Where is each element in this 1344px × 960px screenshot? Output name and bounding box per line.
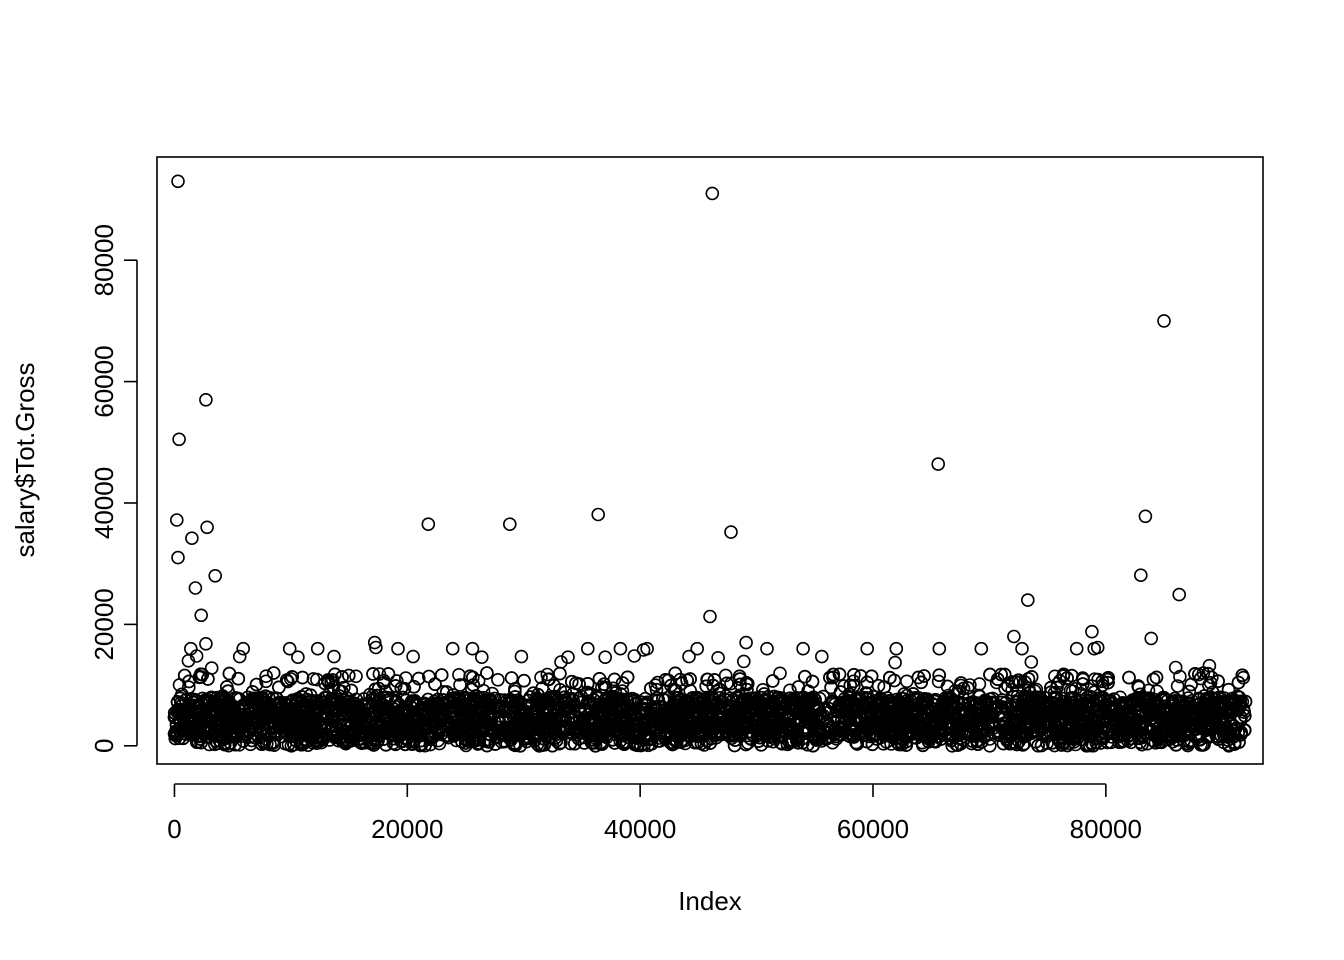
data-point xyxy=(458,731,473,746)
data-point xyxy=(182,680,196,695)
data-point xyxy=(1135,737,1149,752)
data-point xyxy=(231,671,246,686)
data-point xyxy=(411,671,426,686)
data-point xyxy=(1231,675,1246,690)
data-point xyxy=(1146,672,1161,687)
data-point xyxy=(847,667,861,682)
data-point xyxy=(1086,738,1100,753)
data-point xyxy=(733,672,747,686)
data-point xyxy=(413,738,427,753)
data-point xyxy=(259,669,273,684)
data-point xyxy=(1024,670,1039,684)
data-point xyxy=(1044,680,1058,695)
data-point xyxy=(453,678,467,692)
data-point xyxy=(1170,679,1185,693)
data-point xyxy=(833,685,848,699)
data-point xyxy=(996,736,1011,751)
data-point xyxy=(534,670,548,685)
data-point xyxy=(563,736,578,751)
data-points xyxy=(167,174,1253,753)
data-point xyxy=(1011,673,1026,688)
data-point xyxy=(372,667,387,681)
data-point xyxy=(773,666,787,681)
data-point xyxy=(222,666,237,681)
data-point xyxy=(956,733,971,748)
data-point xyxy=(341,668,356,683)
data-point xyxy=(349,669,363,684)
data-point xyxy=(259,674,273,689)
data-point xyxy=(798,669,812,684)
data-point xyxy=(272,680,286,695)
data-point xyxy=(366,667,380,681)
data-point xyxy=(1013,675,1027,689)
data-point xyxy=(1122,670,1136,685)
data-point xyxy=(740,676,755,691)
data-point xyxy=(668,666,683,681)
data-point xyxy=(899,674,914,689)
data-point xyxy=(491,672,505,687)
data-point xyxy=(649,682,664,697)
data-point xyxy=(249,677,264,692)
data-point xyxy=(504,671,519,685)
data-point xyxy=(407,679,421,694)
data-point xyxy=(963,678,977,692)
plot-frame xyxy=(156,156,1264,765)
